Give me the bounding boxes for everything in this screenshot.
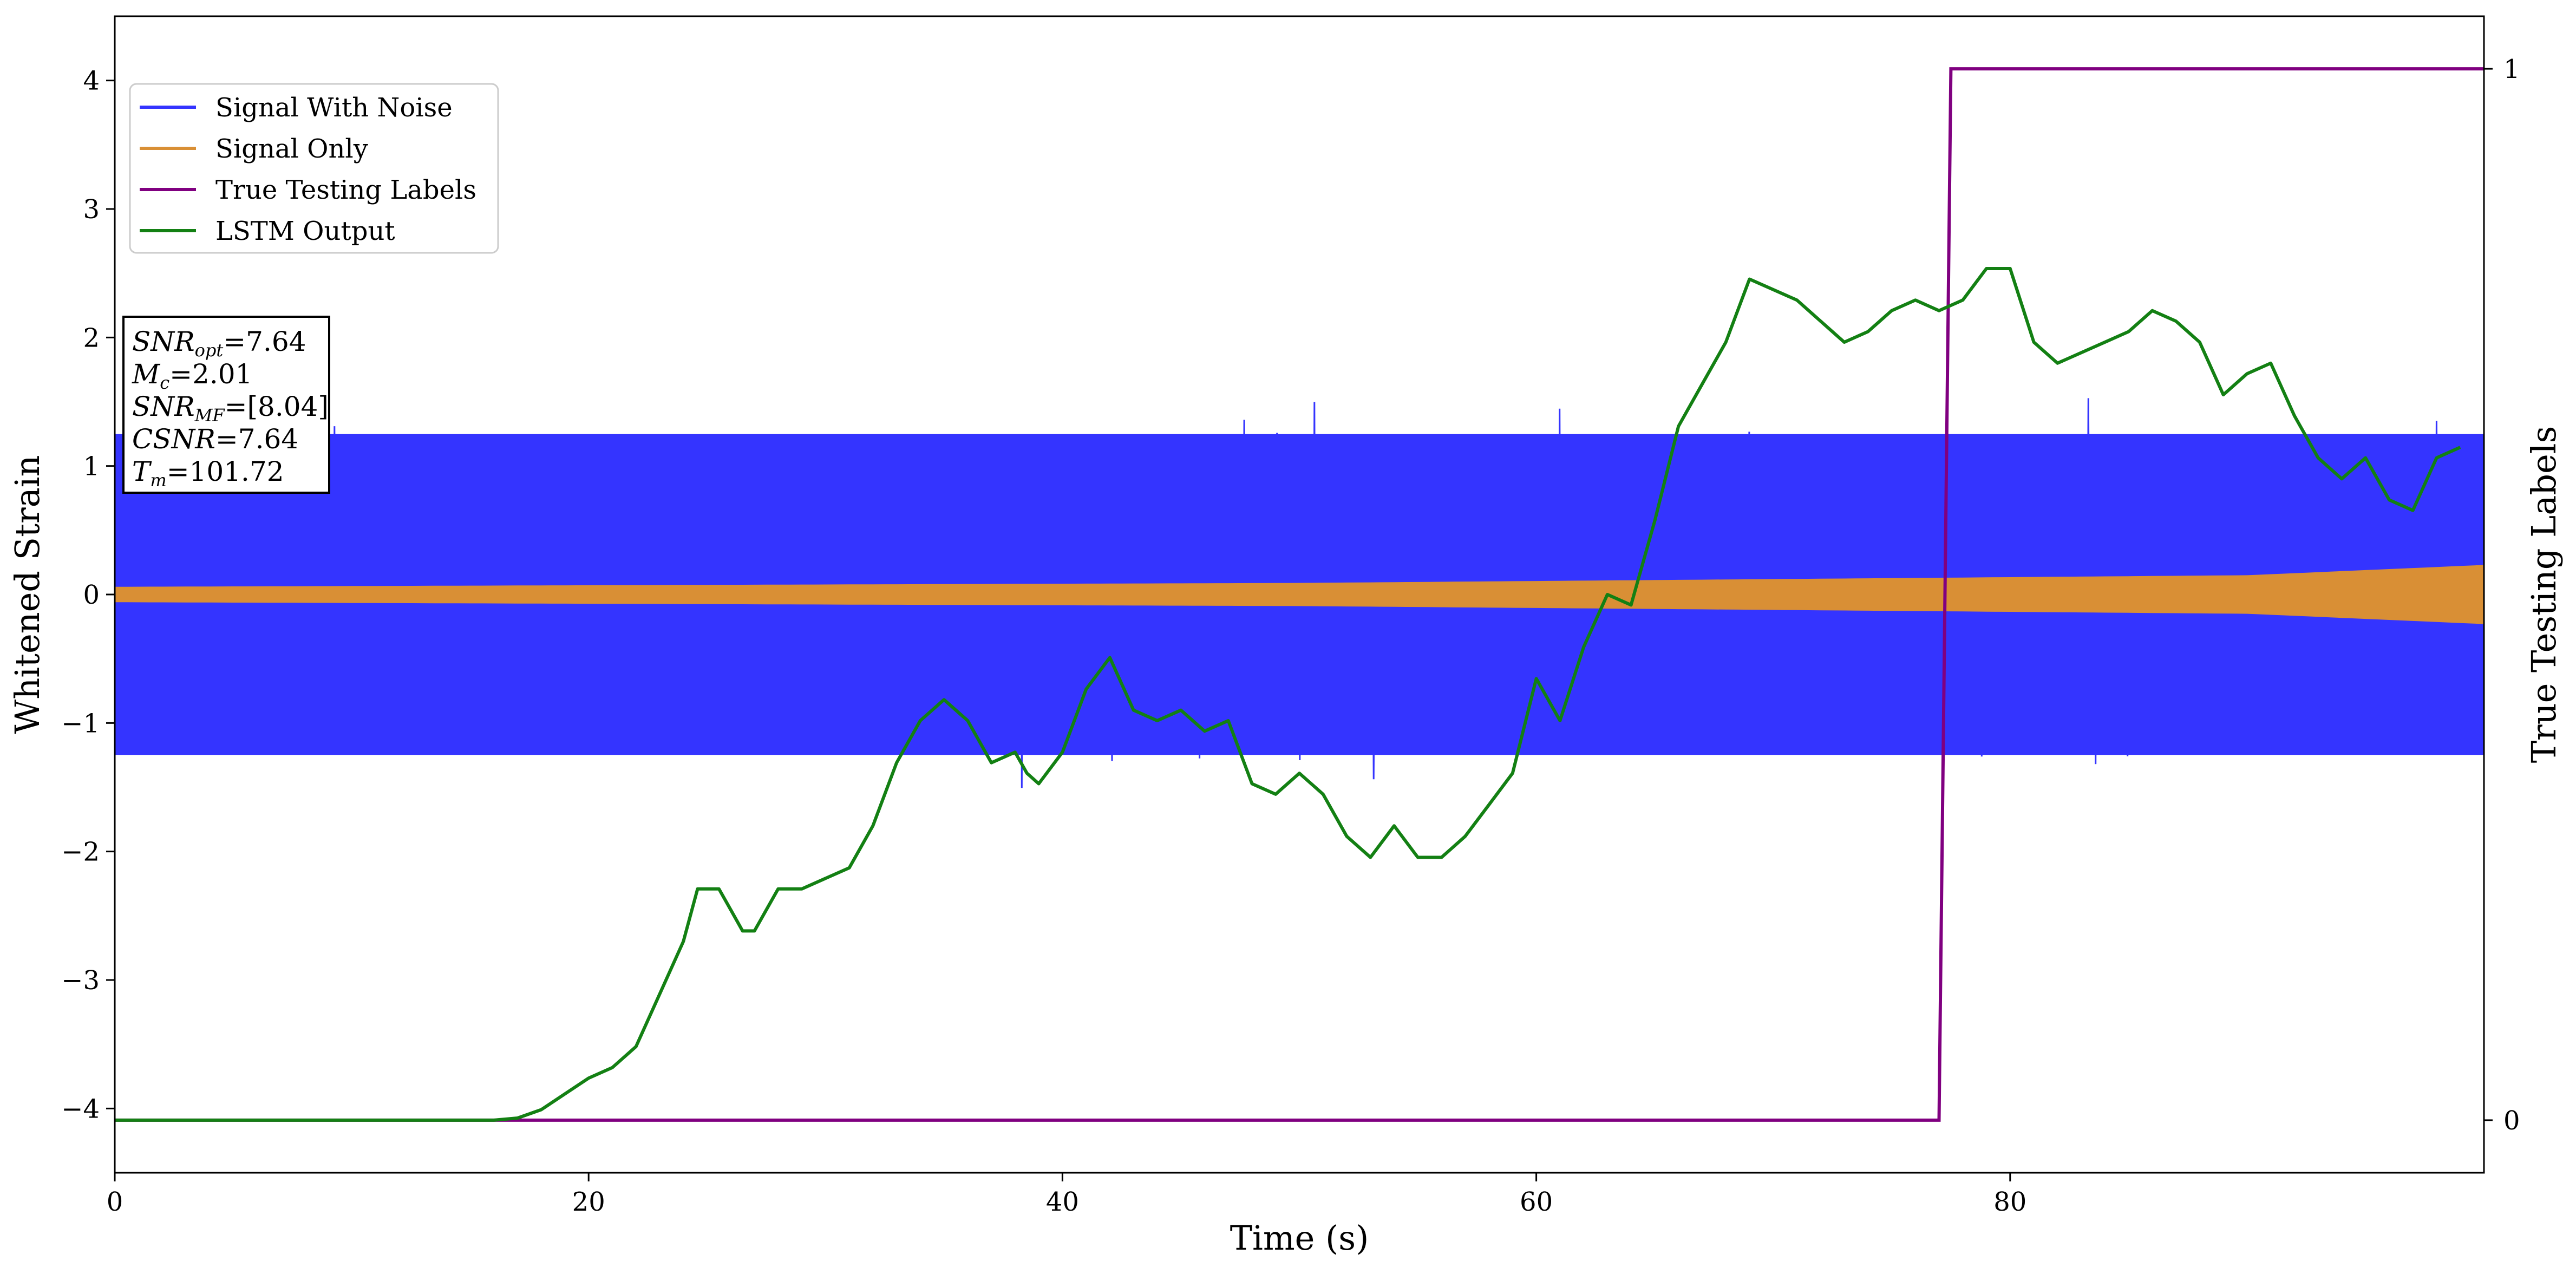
- legend-entry: Signal With Noise: [215, 93, 453, 123]
- annotation-frame: [122, 316, 330, 494]
- series-signal-only: [115, 565, 2484, 624]
- legend-entry: Signal Only: [215, 134, 368, 164]
- annotation-line: SNRMF=[8.04]: [132, 391, 329, 426]
- annotation-box: SNRopt=7.64Mc=2.01SNRMF=[8.04]CSNR=7.64T…: [122, 316, 330, 494]
- y-tick-label: 2: [83, 323, 100, 353]
- x-tick-label: 60: [1520, 1187, 1553, 1217]
- x-tick-label: 80: [1993, 1187, 2026, 1217]
- annotation-line: CSNR=7.64: [132, 423, 298, 455]
- legend: Signal With Noise Signal Only True Testing…: [129, 83, 499, 254]
- annotation-line: Mc=2.01: [132, 358, 252, 393]
- y-tick-label: −1: [61, 708, 100, 739]
- y2-axis-label: True Testing Labels: [2524, 426, 2564, 763]
- legend-entry: LSTM Output: [215, 216, 395, 246]
- y-axis-label: Whitened Strain: [8, 455, 47, 734]
- y-tick-label: 1: [83, 452, 100, 482]
- y-tick-label: 3: [83, 194, 100, 225]
- y2-tick-label: 1: [2503, 54, 2520, 84]
- x-axis-label: Time (s): [1230, 1218, 1369, 1258]
- y-tick-label: 0: [83, 580, 100, 610]
- y-tick-label: −4: [61, 1094, 100, 1124]
- x-tick-label: 0: [107, 1187, 123, 1217]
- x-tick-label: 40: [1046, 1187, 1079, 1217]
- y2-tick-label: 0: [2503, 1106, 2520, 1136]
- y-tick-label: −3: [61, 965, 100, 996]
- y-tick-label: −2: [61, 837, 100, 867]
- legend-box: [129, 83, 499, 254]
- annotation-line: SNRopt=7.64: [132, 326, 306, 361]
- legend-entry: True Testing Labels: [215, 175, 476, 205]
- x-tick-label: 20: [572, 1187, 605, 1217]
- annotation-line: Tm=101.72: [132, 456, 284, 491]
- plot-area: [115, 67, 2484, 1122]
- series-true-testing-labels: [115, 67, 2484, 1122]
- series-lstm-output: [115, 267, 2461, 1122]
- y-tick-label: 4: [83, 66, 100, 96]
